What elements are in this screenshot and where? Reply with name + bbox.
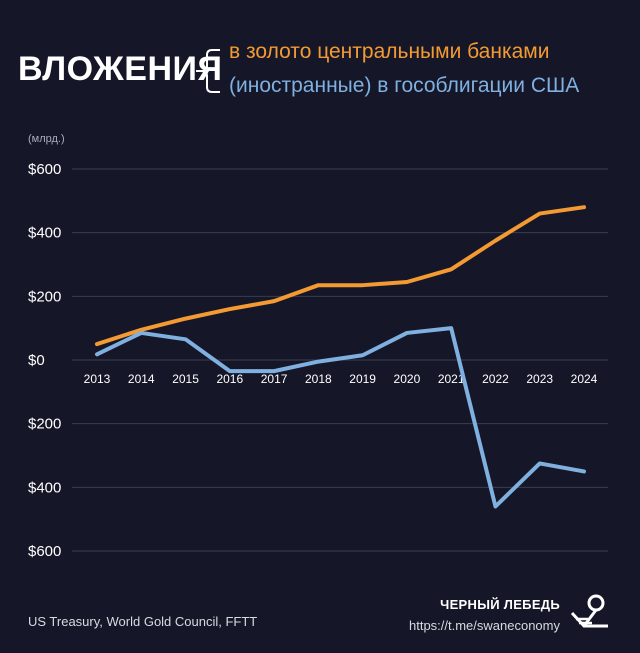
x-tick-label: 2018 — [305, 372, 332, 386]
x-tick-label: 2022 — [482, 372, 509, 386]
swan-logo-icon — [570, 594, 608, 628]
series-line-bonds — [95, 326, 586, 509]
brand-block: ЧЕРНЫЙ ЛЕБЕДЬ https://t.me/swaneconomy — [409, 597, 560, 633]
x-tick-label: 2013 — [84, 372, 111, 386]
legend-bonds: (иностранные) в гособлигации США — [229, 74, 580, 97]
x-tick-label: 2021 — [438, 372, 465, 386]
brace-icon — [196, 49, 220, 93]
header: ВЛОЖЕНИЯ в золото центральными банками (… — [0, 0, 640, 110]
x-tick-label: 2023 — [526, 372, 553, 386]
x-tick-labels: 2013 2014 2015 2016 2017 2018 2019 2020 2021 2022… — [84, 372, 598, 386]
brand-link[interactable]: https://t.me/swaneconomy — [408, 618, 560, 633]
y-tick-label: $400 — [28, 225, 61, 242]
y-tick-labels: $600 $400 $200 $0 $200 $400 $600 — [28, 161, 61, 560]
y-tick-label: $200 — [28, 416, 61, 433]
x-tick-label: 2015 — [172, 372, 199, 386]
x-tick-label: 2016 — [216, 372, 243, 386]
brand-name: ЧЕРНЫЙ ЛЕБЕДЬ — [440, 597, 560, 612]
series-line-gold — [95, 205, 586, 347]
y-tick-label: $200 — [28, 288, 61, 305]
x-tick-label: 2017 — [261, 372, 288, 386]
y-axis-unit: (млрд.) — [28, 133, 65, 145]
y-tick-label: $600 — [28, 543, 61, 560]
x-tick-label: 2024 — [571, 372, 598, 386]
x-tick-label: 2014 — [128, 372, 155, 386]
y-tick-label: $0 — [28, 352, 45, 369]
y-tick-label: $600 — [28, 161, 61, 178]
x-tick-label: 2020 — [394, 372, 421, 386]
source-note: US Treasury, World Gold Council, FFTT — [28, 614, 258, 629]
x-tick-label: 2019 — [349, 372, 376, 386]
legend-gold: в золото центральными банками — [229, 40, 550, 63]
page-title: ВЛОЖЕНИЯ — [18, 50, 223, 88]
series-lines — [95, 205, 586, 509]
y-tick-label: $400 — [28, 479, 61, 496]
